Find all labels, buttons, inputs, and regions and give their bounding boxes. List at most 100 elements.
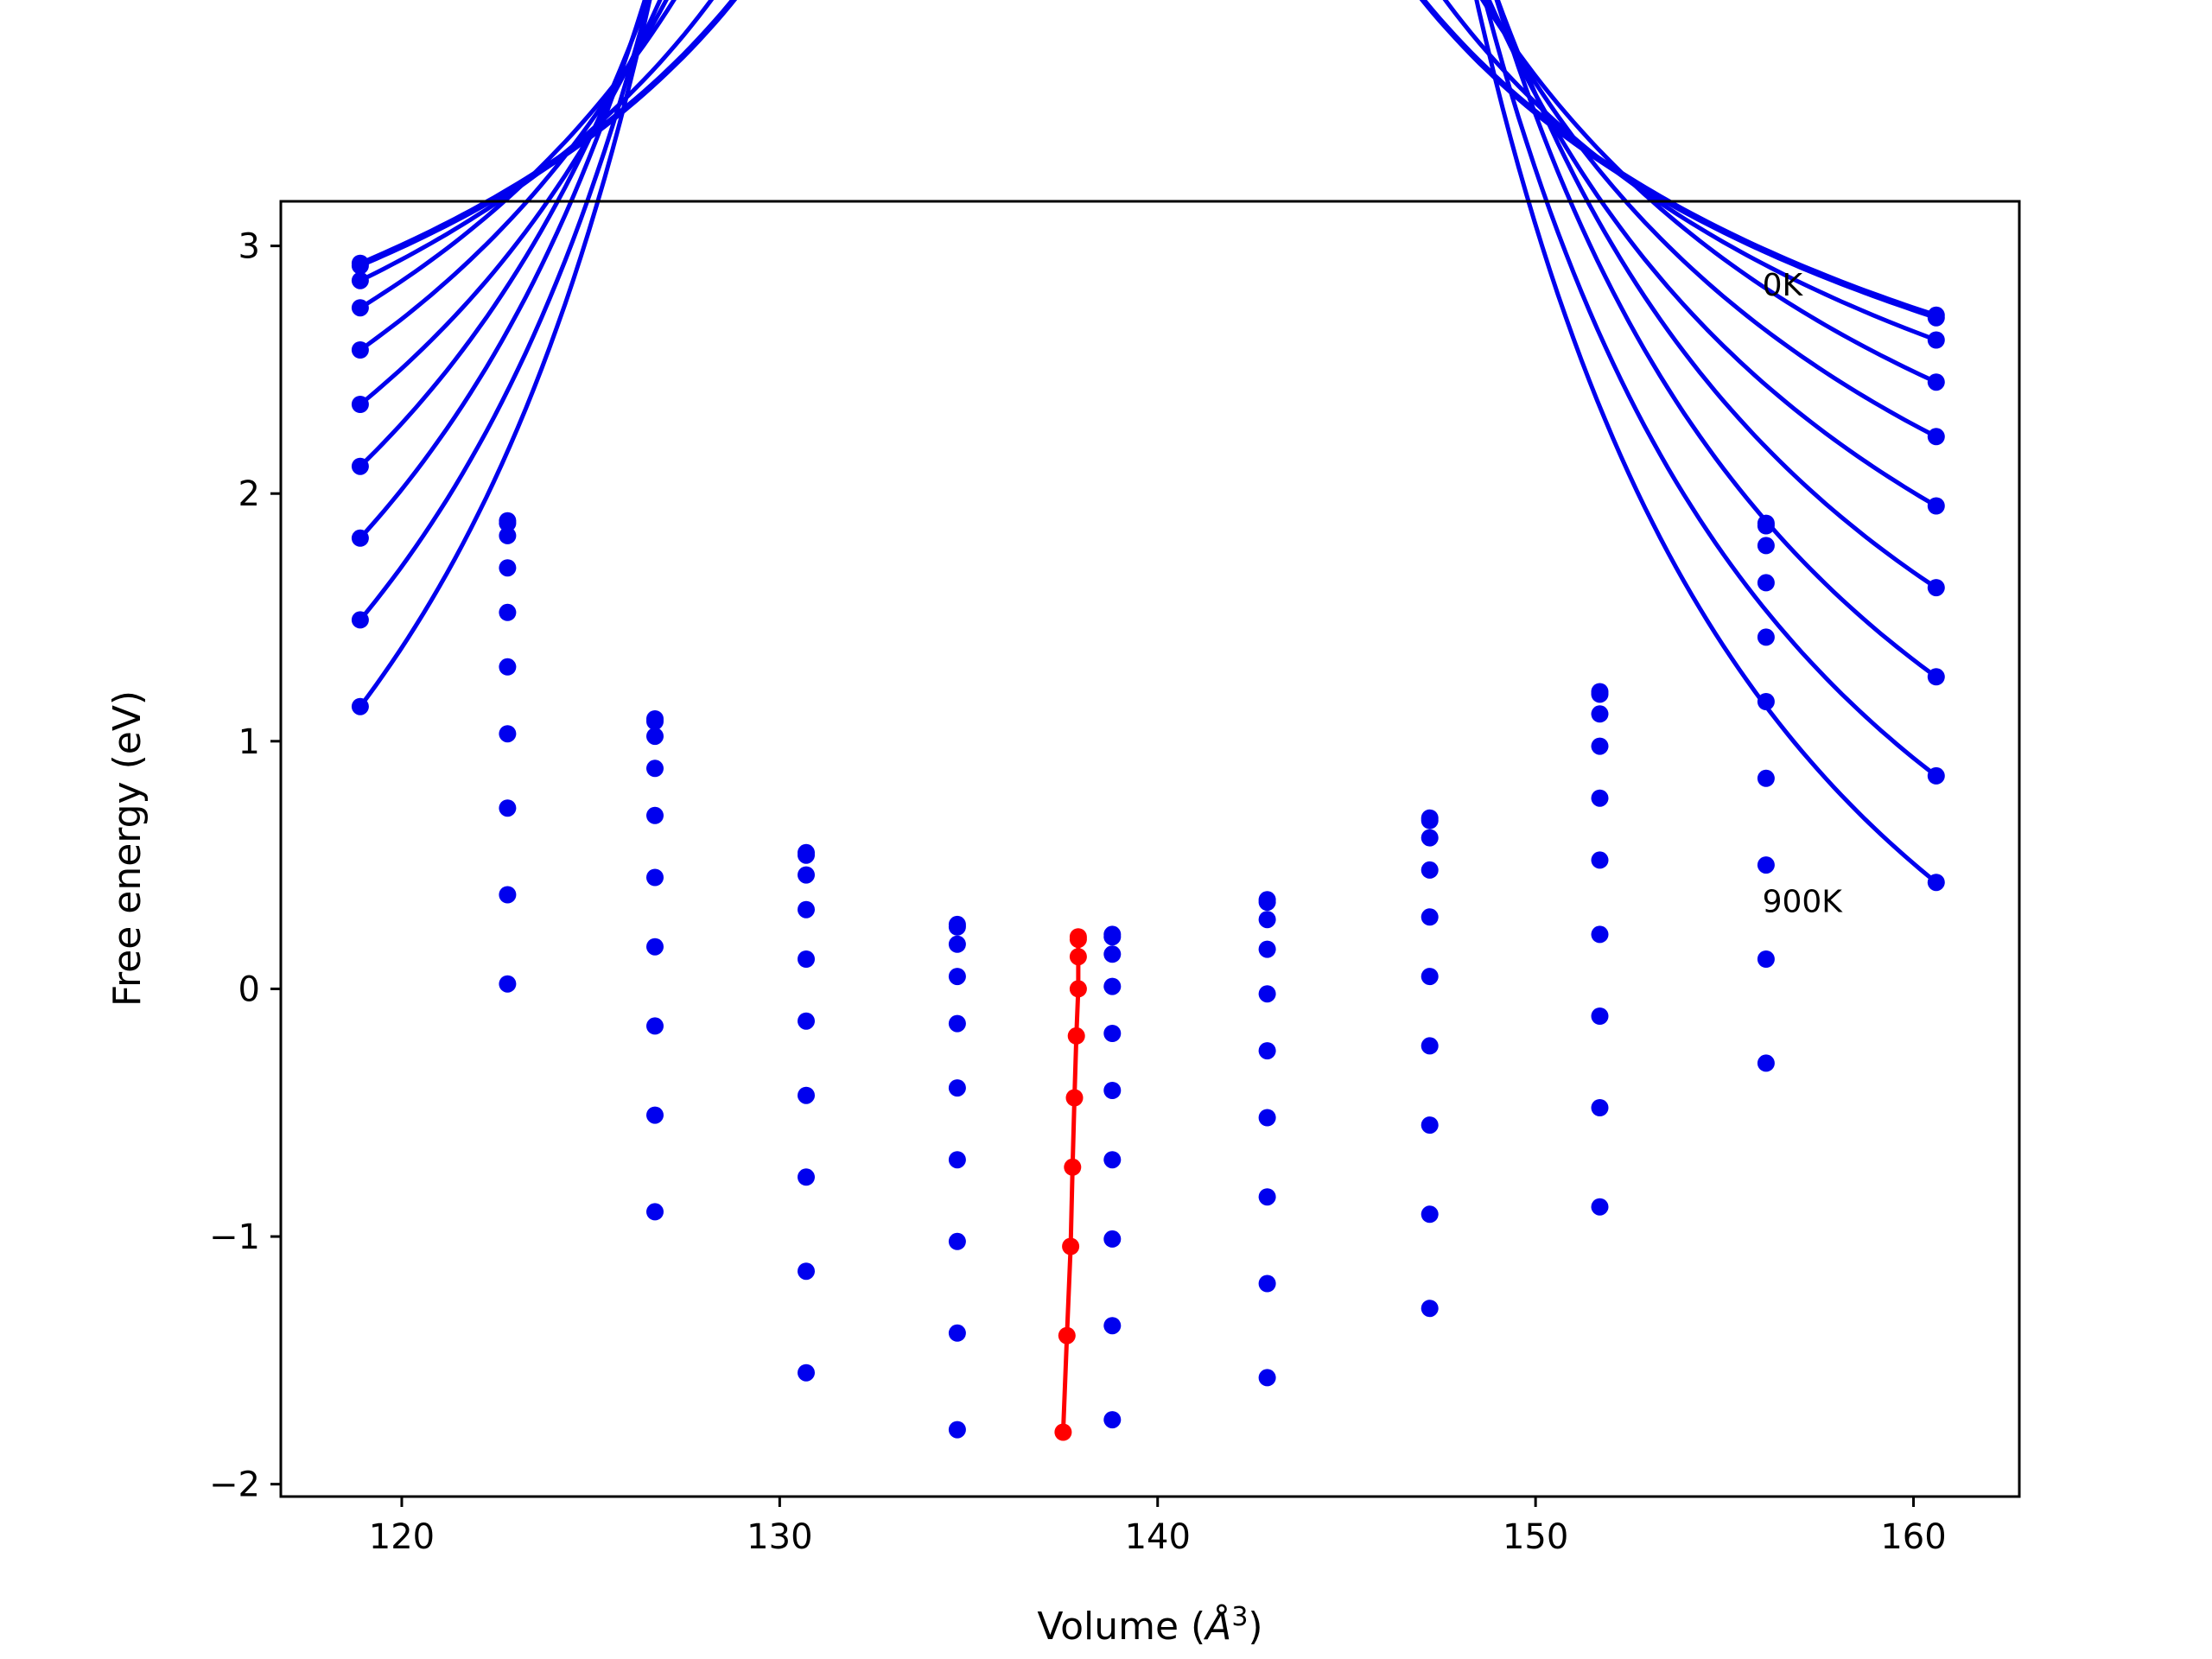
x-tick-label: 160 xyxy=(1880,1517,1946,1557)
x-tick-label: 130 xyxy=(747,1517,812,1557)
data-point xyxy=(1421,861,1439,879)
data-point xyxy=(499,559,517,577)
data-point xyxy=(1103,928,1122,946)
data-point xyxy=(351,529,369,547)
data-point xyxy=(1421,908,1439,926)
data-point xyxy=(1258,985,1276,1003)
data-point xyxy=(1103,1151,1122,1169)
data-point xyxy=(1757,950,1775,968)
fit-curves xyxy=(360,0,1936,882)
data-point xyxy=(1591,925,1609,944)
data-point xyxy=(1103,1025,1122,1042)
data-point xyxy=(1103,1411,1122,1429)
data-point xyxy=(1757,628,1775,646)
data-point xyxy=(646,728,664,746)
data-point xyxy=(1421,1300,1439,1318)
minimum-point xyxy=(1067,1027,1085,1045)
data-point xyxy=(499,886,517,904)
data-point xyxy=(1927,766,1945,785)
data-point xyxy=(1757,769,1775,787)
x-axis-label: Volume (Å3) xyxy=(1037,1602,1262,1649)
tick-labels: 120 130 140 150 160 −2 −1 0 1 2 3 xyxy=(209,227,1947,1557)
fit-curve-1 xyxy=(359,0,1937,321)
y-tick-label: 0 xyxy=(238,969,260,1009)
fit-curve-5 xyxy=(359,0,1938,508)
data-point xyxy=(499,514,517,532)
fit-curve-0 xyxy=(359,0,1937,318)
data-point xyxy=(1927,579,1945,597)
data-point xyxy=(1757,537,1775,555)
data-point xyxy=(351,341,369,359)
y-tick-label: −2 xyxy=(209,1465,260,1505)
data-point xyxy=(351,697,369,715)
data-point xyxy=(1927,668,1945,686)
minimum-point xyxy=(1054,1423,1072,1441)
data-point xyxy=(948,1421,966,1439)
minimum-point xyxy=(1069,948,1087,966)
data-point xyxy=(1927,428,1945,446)
data-point xyxy=(646,1106,664,1124)
fit-curve-2 xyxy=(359,0,1937,342)
data-point xyxy=(1927,373,1945,391)
data-point xyxy=(646,938,664,956)
data-point xyxy=(798,1168,815,1186)
data-point xyxy=(646,712,664,730)
data-point xyxy=(1591,737,1609,755)
data-point xyxy=(646,806,664,824)
minimum-point xyxy=(1062,1237,1080,1255)
data-point xyxy=(1258,1042,1276,1060)
data-point xyxy=(499,526,517,544)
x-tick-label: 150 xyxy=(1503,1517,1568,1557)
data-points xyxy=(351,254,1945,1439)
data-point xyxy=(1757,856,1775,874)
data-point xyxy=(798,1262,815,1281)
x-tick-label: 140 xyxy=(1125,1517,1191,1557)
fit-curve-7 xyxy=(359,0,1938,679)
data-point xyxy=(1927,331,1945,349)
axis-ticks xyxy=(270,245,1916,1507)
data-point xyxy=(1103,945,1122,963)
data-point xyxy=(646,1017,664,1035)
minimum-point xyxy=(1069,980,1087,998)
data-point xyxy=(1258,911,1276,929)
data-point xyxy=(1591,705,1609,723)
data-point xyxy=(1927,874,1945,892)
annotation-0k: 0K xyxy=(1763,268,1804,303)
plot-frame xyxy=(279,200,2021,1498)
data-point xyxy=(1757,517,1775,535)
data-point xyxy=(1757,574,1775,592)
data-point xyxy=(1103,977,1122,995)
minimum-point xyxy=(1058,1326,1076,1344)
data-point xyxy=(1591,1007,1609,1025)
data-point xyxy=(948,1324,966,1342)
fit-curve-6 xyxy=(359,0,1938,590)
data-point xyxy=(798,950,815,968)
data-point xyxy=(798,866,815,884)
data-point xyxy=(1258,940,1276,958)
data-point xyxy=(1591,851,1609,869)
data-point xyxy=(499,799,517,817)
data-point xyxy=(1421,1116,1439,1135)
data-point xyxy=(1757,1054,1775,1072)
data-point xyxy=(1591,789,1609,807)
data-point xyxy=(499,975,517,993)
data-point xyxy=(1258,1188,1276,1206)
data-point xyxy=(1591,1099,1609,1116)
data-point xyxy=(1421,1205,1439,1224)
data-point xyxy=(351,271,369,289)
data-point xyxy=(1591,1198,1609,1216)
annotation-900k: 900K xyxy=(1763,885,1844,920)
data-point xyxy=(351,457,369,475)
data-point xyxy=(1258,893,1276,912)
data-point xyxy=(948,1232,966,1250)
data-point xyxy=(798,1086,815,1104)
data-point xyxy=(1757,693,1775,710)
data-point xyxy=(1258,1109,1276,1127)
data-point xyxy=(1591,685,1609,703)
data-point xyxy=(351,299,369,317)
data-point xyxy=(1103,1082,1122,1099)
data-point xyxy=(948,1014,966,1033)
minima-line xyxy=(1054,928,1087,1441)
data-point xyxy=(499,725,517,743)
data-point xyxy=(499,658,517,676)
